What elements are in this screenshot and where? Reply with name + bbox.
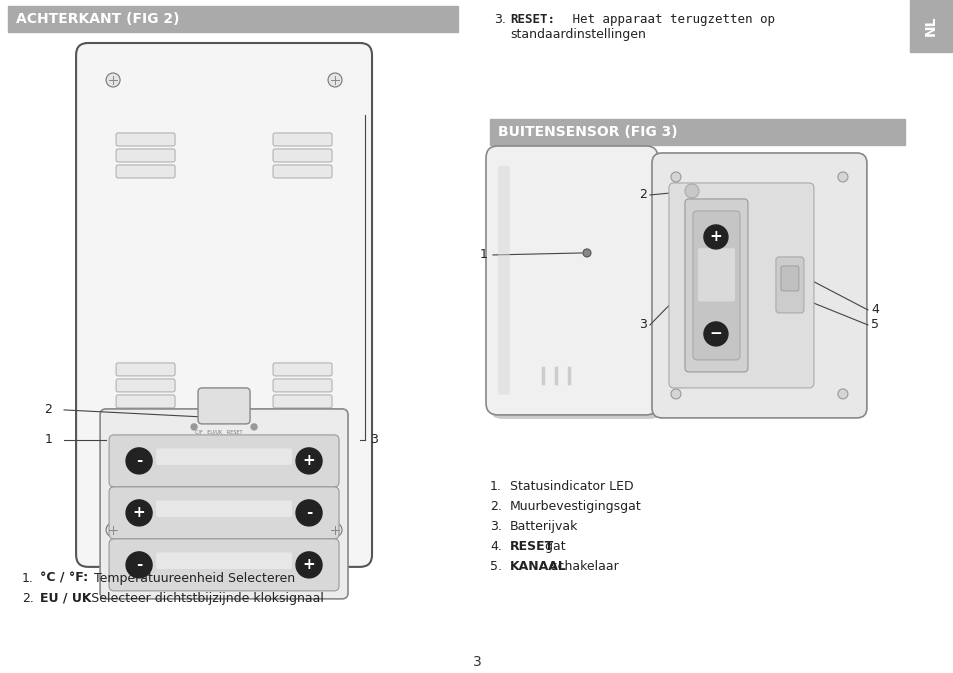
Circle shape bbox=[582, 249, 590, 257]
Text: +: + bbox=[132, 505, 145, 520]
Circle shape bbox=[251, 424, 256, 430]
Text: -: - bbox=[306, 505, 312, 520]
FancyBboxPatch shape bbox=[156, 448, 292, 465]
FancyBboxPatch shape bbox=[109, 539, 338, 591]
Circle shape bbox=[295, 500, 322, 526]
Text: KANAAL: KANAAL bbox=[510, 560, 566, 573]
FancyBboxPatch shape bbox=[109, 435, 338, 487]
FancyBboxPatch shape bbox=[692, 211, 740, 360]
FancyBboxPatch shape bbox=[273, 165, 332, 178]
FancyBboxPatch shape bbox=[116, 133, 175, 146]
Circle shape bbox=[106, 73, 120, 87]
Text: schakelaar: schakelaar bbox=[547, 560, 618, 573]
Circle shape bbox=[126, 552, 152, 578]
Text: 3.: 3. bbox=[494, 13, 505, 26]
Text: 1.: 1. bbox=[490, 480, 501, 493]
Text: Muurbevestigingsgat: Muurbevestigingsgat bbox=[510, 500, 641, 513]
Text: NL: NL bbox=[923, 15, 937, 36]
Text: 3.: 3. bbox=[490, 520, 501, 533]
FancyBboxPatch shape bbox=[156, 553, 292, 569]
Text: 2: 2 bbox=[639, 188, 646, 201]
Circle shape bbox=[295, 552, 322, 578]
FancyBboxPatch shape bbox=[109, 487, 338, 539]
FancyBboxPatch shape bbox=[485, 146, 658, 415]
Text: RESET:: RESET: bbox=[510, 13, 555, 26]
FancyBboxPatch shape bbox=[116, 379, 175, 392]
FancyBboxPatch shape bbox=[273, 379, 332, 392]
Text: 3: 3 bbox=[472, 655, 481, 669]
Text: +: + bbox=[709, 229, 721, 244]
Text: gat: gat bbox=[540, 540, 565, 553]
Circle shape bbox=[703, 225, 727, 249]
Text: EU / UK: EU / UK bbox=[40, 592, 91, 605]
Circle shape bbox=[837, 172, 847, 182]
Circle shape bbox=[295, 448, 322, 474]
FancyBboxPatch shape bbox=[273, 133, 332, 146]
Text: : Selecteer dichtstbijzijnde kloksignaal: : Selecteer dichtstbijzijnde kloksignaal bbox=[84, 592, 324, 605]
Text: 3: 3 bbox=[639, 318, 646, 331]
Circle shape bbox=[703, 322, 727, 346]
Text: °C / °F:: °C / °F: bbox=[40, 572, 88, 585]
Circle shape bbox=[191, 424, 197, 430]
Bar bbox=[909, 0, 951, 52]
FancyBboxPatch shape bbox=[668, 183, 813, 388]
Text: Het apparaat terugzetten op: Het apparaat terugzetten op bbox=[564, 13, 774, 26]
FancyBboxPatch shape bbox=[116, 363, 175, 376]
Text: 1: 1 bbox=[479, 248, 488, 261]
Circle shape bbox=[328, 73, 342, 87]
Text: 1: 1 bbox=[44, 433, 52, 446]
Text: 2.: 2. bbox=[490, 500, 501, 513]
FancyBboxPatch shape bbox=[273, 149, 332, 162]
FancyBboxPatch shape bbox=[651, 153, 866, 418]
Text: 2: 2 bbox=[44, 403, 52, 417]
FancyBboxPatch shape bbox=[156, 501, 292, 517]
FancyBboxPatch shape bbox=[116, 395, 175, 408]
Circle shape bbox=[684, 184, 699, 198]
Text: RESET: RESET bbox=[510, 540, 554, 553]
FancyBboxPatch shape bbox=[497, 166, 510, 395]
FancyBboxPatch shape bbox=[273, 363, 332, 376]
Circle shape bbox=[837, 389, 847, 399]
FancyBboxPatch shape bbox=[781, 266, 798, 291]
Text: BUITENSENSOR (FIG 3): BUITENSENSOR (FIG 3) bbox=[497, 125, 677, 139]
Circle shape bbox=[328, 523, 342, 537]
Text: standaardinstellingen: standaardinstellingen bbox=[510, 28, 645, 42]
Text: Temperatuureenheid Selecteren: Temperatuureenheid Selecteren bbox=[90, 572, 294, 585]
Circle shape bbox=[106, 523, 120, 537]
FancyBboxPatch shape bbox=[684, 199, 747, 372]
Bar bbox=[8, 6, 457, 32]
FancyBboxPatch shape bbox=[490, 150, 661, 419]
Text: 2.: 2. bbox=[22, 592, 34, 605]
Text: 3: 3 bbox=[370, 433, 377, 446]
FancyBboxPatch shape bbox=[273, 395, 332, 408]
Circle shape bbox=[126, 448, 152, 474]
Circle shape bbox=[126, 500, 152, 526]
Text: -: - bbox=[135, 454, 142, 468]
Bar bbox=[490, 119, 904, 145]
FancyBboxPatch shape bbox=[76, 43, 372, 567]
Text: ACHTERKANT (FIG 2): ACHTERKANT (FIG 2) bbox=[16, 12, 179, 26]
Text: Batterijvak: Batterijvak bbox=[510, 520, 578, 533]
FancyBboxPatch shape bbox=[116, 165, 175, 178]
Text: 4: 4 bbox=[870, 304, 878, 316]
Text: -: - bbox=[135, 557, 142, 572]
Circle shape bbox=[670, 172, 680, 182]
Text: +: + bbox=[302, 557, 315, 572]
Text: 5: 5 bbox=[870, 318, 878, 331]
Text: +: + bbox=[302, 454, 315, 468]
Text: C/F   EU/UK   RESET: C/F EU/UK RESET bbox=[195, 429, 243, 434]
FancyBboxPatch shape bbox=[698, 248, 734, 302]
FancyBboxPatch shape bbox=[100, 409, 348, 599]
FancyBboxPatch shape bbox=[775, 257, 803, 313]
Text: 5.: 5. bbox=[490, 560, 501, 573]
FancyBboxPatch shape bbox=[198, 388, 250, 424]
Circle shape bbox=[670, 389, 680, 399]
Text: 1.: 1. bbox=[22, 572, 34, 585]
Text: −: − bbox=[709, 326, 721, 341]
Text: 4.: 4. bbox=[490, 540, 501, 553]
Text: Statusindicator LED: Statusindicator LED bbox=[510, 480, 633, 493]
FancyBboxPatch shape bbox=[116, 149, 175, 162]
